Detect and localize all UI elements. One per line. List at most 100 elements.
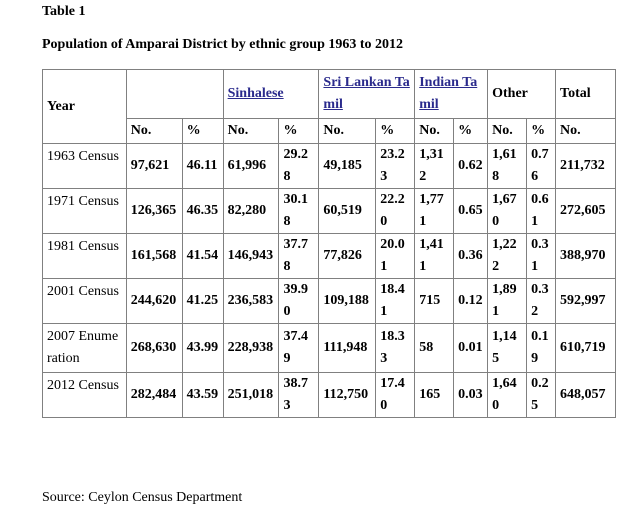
total-cell: 211,732 [555,143,616,189]
value-cell: 1,891 [487,278,528,324]
value-cell: 60,519 [318,188,377,234]
value-cell: 126,365 [125,188,183,234]
table-title: Population of Amparai District by ethnic… [42,37,404,52]
value-cell: 1,411 [414,233,455,279]
percent-cell: 22.20 [375,188,416,234]
value-cell: 1,312 [414,143,455,189]
percent-cell: 0.65 [453,188,489,234]
value-cell: 165 [414,372,455,418]
percent-cell: 43.59 [181,372,224,418]
group-header-blank [125,69,224,119]
total-cell: 388,970 [555,233,616,279]
value-cell: 61,996 [222,143,280,189]
percent-cell: 39.90 [278,278,320,324]
pct-header: % [278,118,320,144]
percent-cell: 23.23 [375,143,416,189]
value-cell: 1,670 [487,188,528,234]
group-header-sinhalese: Sinhalese [222,69,320,119]
percent-cell: 0.01 [453,323,489,373]
percent-cell: 46.11 [181,143,224,189]
value-cell: 146,943 [222,233,280,279]
header-row-units: No. % No. % No. % No. % No. % No. [43,118,616,144]
year-cell: 2001 Census [42,278,127,324]
table-row: 1981 Census 161,568 41.54 146,943 37.78 … [42,233,616,279]
pct-header: % [526,118,557,144]
percent-cell: 18.41 [375,278,416,324]
source-note: Source: Ceylon Census Department [42,490,243,505]
no-header: No. [222,118,280,144]
value-cell: 1,771 [414,188,455,234]
population-table: Year Sinhalese Sri Lankan Tamil Indian T… [42,69,616,418]
value-cell: 111,948 [318,323,377,373]
pct-header: % [375,118,416,144]
value-cell: 228,938 [222,323,280,373]
group-header-sri-lankan-tamil: Sri Lankan Tamil [318,69,416,119]
year-cell: 1963 Census [42,143,127,189]
value-cell: 82,280 [222,188,280,234]
sri-lankan-tamil-link[interactable]: Sri Lankan Tamil [323,75,410,112]
value-cell: 268,630 [125,323,183,373]
percent-cell: 0.36 [453,233,489,279]
percent-cell: 29.28 [278,143,320,189]
value-cell: 58 [414,323,455,373]
value-cell: 236,583 [222,278,280,324]
no-header: No. [414,118,455,144]
percent-cell: 0.62 [453,143,489,189]
table-row: 2001 Census 244,620 41.25 236,583 39.90 … [42,278,616,324]
group-header-other: Other [487,69,557,119]
value-cell: 1,145 [487,323,528,373]
percent-cell: 30.18 [278,188,320,234]
total-no-header: No. [555,118,616,144]
year-cell: 2012 Census [42,372,127,418]
percent-cell: 41.25 [181,278,224,324]
percent-cell: 46.35 [181,188,224,234]
total-cell: 648,057 [555,372,616,418]
year-cell: 2007 Enumeration [42,323,127,373]
sinhalese-link[interactable]: Sinhalese [227,86,284,101]
value-cell: 715 [414,278,455,324]
percent-cell: 17.40 [375,372,416,418]
year-header: Year [42,69,127,144]
header-row-groups: Year Sinhalese Sri Lankan Tamil Indian T… [42,69,616,144]
percent-cell: 0.61 [526,188,557,234]
percent-cell: 0.25 [526,372,557,418]
value-cell: 1,640 [487,372,528,418]
percent-cell: 0.76 [526,143,557,189]
indian-tamil-link[interactable]: Indian Tamil [419,75,478,112]
table-row: 1963 Census 97,621 46.11 61,996 29.28 49… [42,143,616,189]
no-header: No. [125,118,183,144]
percent-cell: 0.03 [453,372,489,418]
value-cell: 49,185 [318,143,377,189]
table-row: 2012 Census 282,484 43.59 251,018 38.73 … [42,372,616,418]
percent-cell: 0.19 [526,323,557,373]
value-cell: 97,621 [125,143,183,189]
value-cell: 109,188 [318,278,377,324]
total-cell: 592,997 [555,278,616,324]
total-cell: 610,719 [555,323,616,373]
percent-cell: 37.78 [278,233,320,279]
value-cell: 112,750 [318,372,377,418]
value-cell: 282,484 [125,372,183,418]
value-cell: 1,618 [487,143,528,189]
table-row: 2007 Enumeration 268,630 43.99 228,938 3… [42,323,616,373]
group-header-indian-tamil: Indian Tamil [414,69,489,119]
year-cell: 1981 Census [42,233,127,279]
percent-cell: 37.49 [278,323,320,373]
percent-cell: 0.32 [526,278,557,324]
year-cell: 1971 Census [42,188,127,234]
percent-cell: 41.54 [181,233,224,279]
no-header: No. [487,118,528,144]
value-cell: 1,222 [487,233,528,279]
table-row: 1971 Census 126,365 46.35 82,280 30.18 6… [42,188,616,234]
pct-header: % [453,118,489,144]
percent-cell: 0.31 [526,233,557,279]
no-header: No. [318,118,377,144]
percent-cell: 0.12 [453,278,489,324]
percent-cell: 38.73 [278,372,320,418]
total-header: Total [555,69,616,119]
value-cell: 244,620 [125,278,183,324]
percent-cell: 20.01 [375,233,416,279]
value-cell: 161,568 [125,233,183,279]
percent-cell: 18.33 [375,323,416,373]
pct-header: % [181,118,224,144]
